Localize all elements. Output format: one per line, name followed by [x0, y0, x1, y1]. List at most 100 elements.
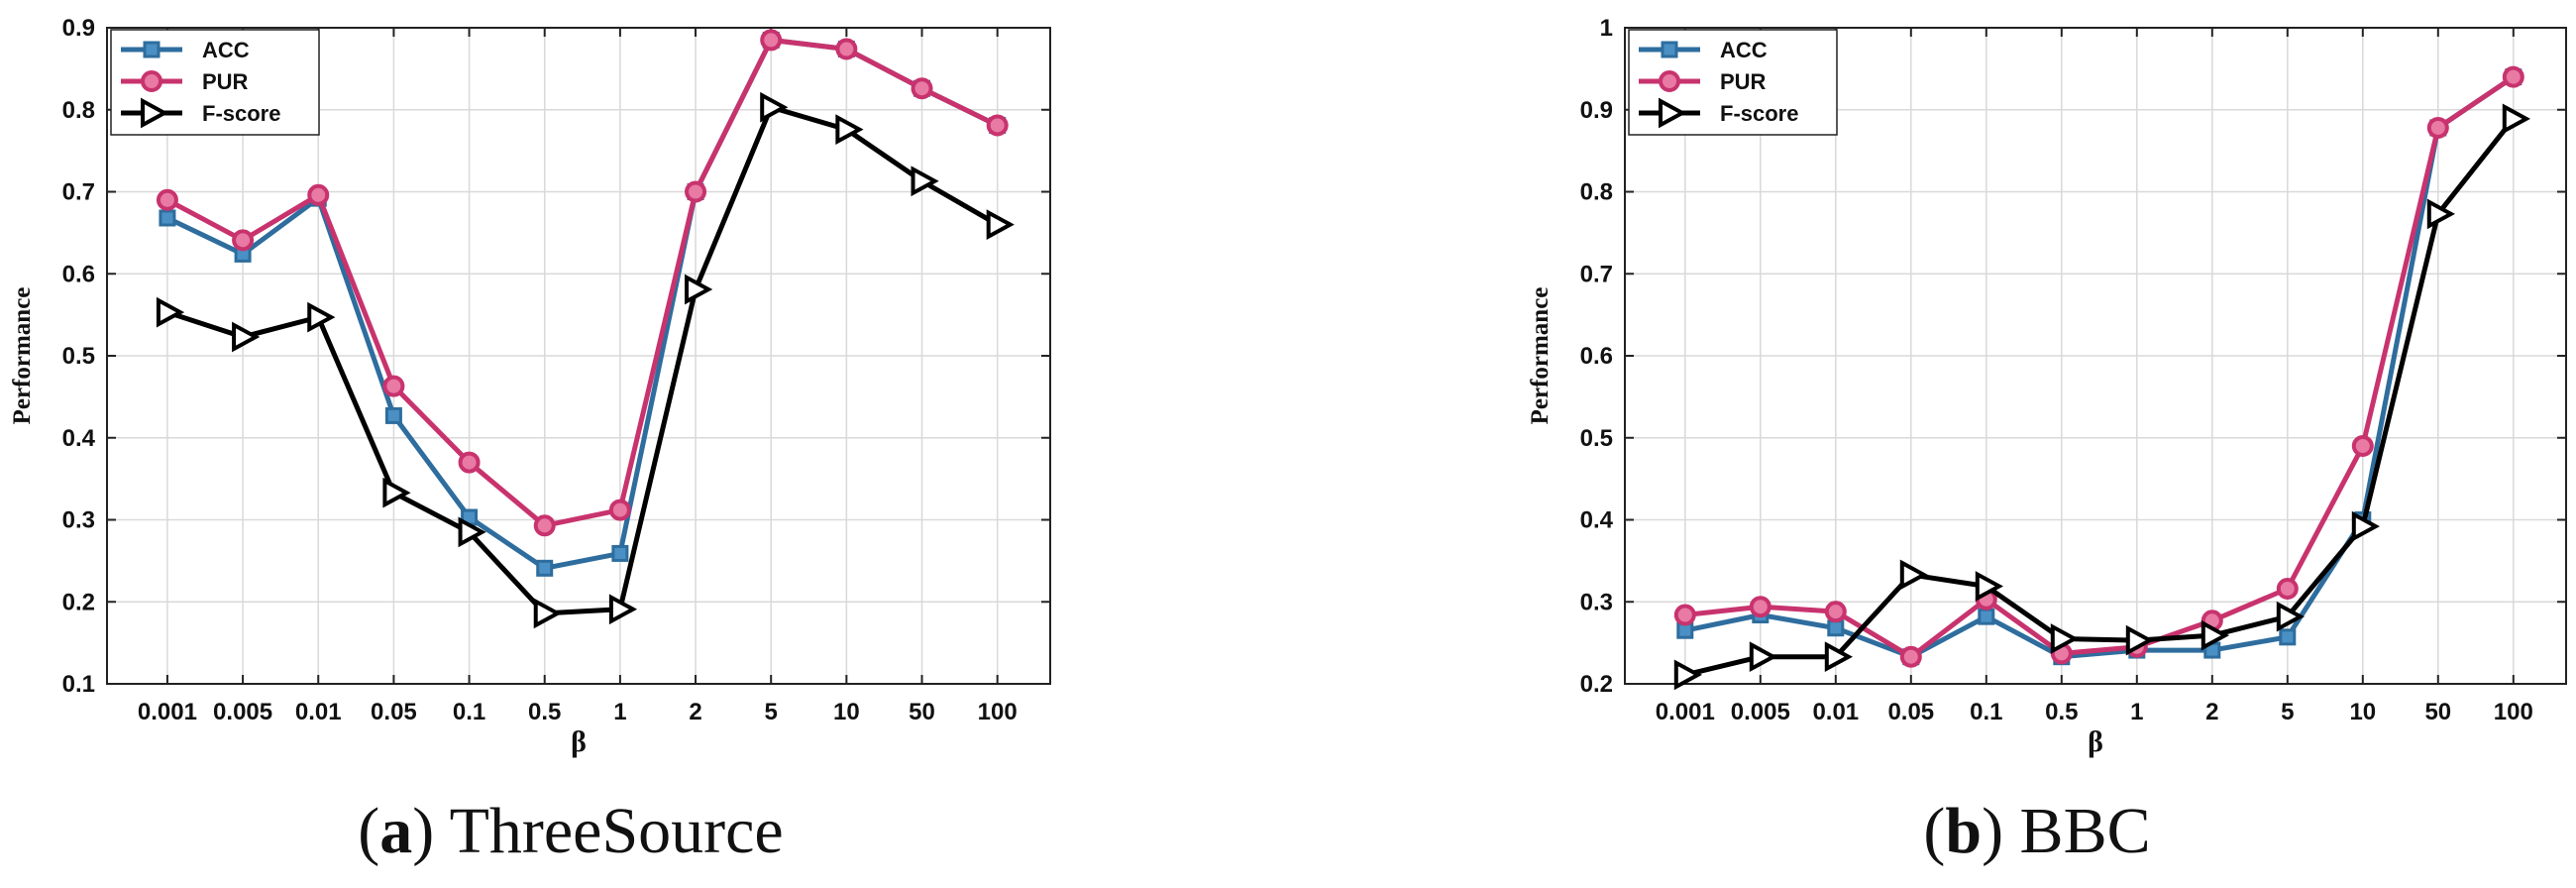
x-tick-label: 2 — [2205, 699, 2218, 725]
data-point — [911, 166, 939, 197]
data-point — [2502, 103, 2530, 135]
legend-marker — [1659, 97, 1687, 129]
x-tick-label: 0.005 — [213, 699, 272, 725]
x-tick-label: 0.05 — [1887, 699, 1934, 725]
data-point — [2351, 510, 2380, 542]
legend-label: ACC — [202, 38, 250, 62]
x-tick-label: 10 — [833, 699, 860, 725]
data-point — [533, 598, 562, 629]
legend-marker — [143, 41, 161, 58]
data-point — [986, 114, 1009, 137]
legend-label: F-score — [1720, 101, 1798, 126]
data-point — [2125, 624, 2154, 656]
y-tick-label: 0.9 — [62, 15, 95, 42]
data-point — [1824, 601, 1847, 623]
y-tick-label: 0.7 — [62, 179, 95, 206]
x-tick-label: 0.005 — [1731, 699, 1790, 725]
data-point — [2351, 435, 2374, 458]
x-tick-label: 0.1 — [453, 699, 485, 725]
data-point — [1749, 596, 1771, 618]
data-point — [2502, 65, 2524, 88]
y-tick-label: 0.8 — [62, 97, 95, 124]
series-line — [166, 104, 999, 616]
y-tick-label: 0.5 — [1580, 425, 1613, 452]
legend-marker — [1659, 70, 1680, 92]
y-tick-label: 0.6 — [62, 261, 95, 287]
legend-marker — [1661, 41, 1678, 58]
series-line — [1684, 74, 2516, 660]
data-point — [382, 375, 405, 397]
x-tick-label: 0.05 — [371, 699, 417, 725]
caption-title: BBC — [2020, 795, 2151, 867]
data-point — [2426, 198, 2455, 230]
legend: ACC PUR F-score — [110, 29, 320, 136]
caption-label: b — [1945, 795, 1982, 867]
legend-marker — [141, 70, 162, 92]
data-point — [608, 594, 638, 625]
series-fscore — [156, 91, 1015, 629]
data-point — [685, 274, 713, 305]
data-point — [536, 559, 554, 577]
x-tick-label: 2 — [689, 699, 701, 725]
x-axis-label: β — [571, 725, 587, 758]
chart-three-source: 0.1 0.2 0.3 0.4 0.5 0.6 0.7 0.8 0.9 0.001 0.005 0.0… — [9, 15, 1051, 867]
data-point — [760, 91, 789, 123]
data-point — [611, 544, 629, 562]
legend-label: PUR — [1720, 69, 1767, 94]
y-tick-label: 0.2 — [62, 589, 95, 615]
y-tick-label: 0.4 — [1580, 507, 1614, 534]
x-tick-label: 1 — [613, 699, 626, 725]
y-tick-label: 0.8 — [1580, 179, 1613, 206]
series-pur — [1673, 65, 2524, 668]
data-point — [1673, 659, 1702, 691]
figure-caption: (a) ThreeSource — [358, 795, 783, 867]
chart-bbc: 0.2 0.3 0.4 0.5 0.6 0.7 0.8 0.9 1 0.001 0.005 0.01 0… — [1527, 15, 2567, 867]
caption-title: ThreeSource — [450, 795, 784, 867]
y-tick-label: 0.6 — [1580, 343, 1613, 370]
y-tick-label: 0.7 — [1580, 261, 1613, 287]
y-tick-label: 0.3 — [62, 507, 95, 534]
data-point — [2279, 628, 2297, 646]
y-tick-label: 0.4 — [62, 425, 96, 452]
data-point — [307, 301, 336, 333]
data-point — [159, 209, 176, 227]
series-acc — [1676, 68, 2522, 666]
legend-label: F-score — [202, 101, 280, 126]
data-point — [156, 296, 185, 328]
data-point — [458, 516, 486, 548]
x-tick-label: 5 — [2281, 699, 2294, 725]
legend-label: PUR — [202, 69, 249, 94]
x-tick-label: 0.01 — [295, 699, 342, 725]
series-pur — [156, 29, 1009, 537]
y-tick-label: 0.9 — [1580, 97, 1613, 124]
data-point — [1978, 608, 1995, 625]
data-point — [307, 183, 330, 206]
x-axis-label: β — [2088, 725, 2103, 758]
x-tick-label: 0.5 — [2045, 699, 2078, 725]
data-point — [232, 321, 261, 353]
data-point — [2426, 116, 2449, 139]
data-point — [1975, 571, 2003, 602]
x-tick-label: 0.1 — [1970, 699, 2002, 725]
data-point — [911, 77, 933, 100]
y-tick-label: 0.3 — [1580, 589, 1613, 615]
x-tick-label: 0.001 — [138, 699, 197, 725]
x-tick-label: 1 — [2130, 699, 2143, 725]
grid — [107, 27, 1050, 685]
data-point — [986, 209, 1015, 240]
y-tick-label: 0.5 — [62, 343, 95, 370]
x-tick-label: 50 — [2424, 699, 2451, 725]
data-point — [384, 406, 402, 424]
data-point — [835, 114, 864, 145]
data-point — [835, 38, 858, 60]
data-point — [533, 514, 556, 537]
x-tick-label: 0.01 — [1812, 699, 1859, 725]
data-point — [1749, 641, 1777, 673]
data-point — [2050, 623, 2079, 654]
data-point — [1824, 641, 1853, 673]
data-point — [685, 180, 707, 203]
x-tick-label: 10 — [2349, 699, 2376, 725]
legend-marker — [141, 97, 169, 129]
x-tick-label: 0.001 — [1656, 699, 1715, 725]
